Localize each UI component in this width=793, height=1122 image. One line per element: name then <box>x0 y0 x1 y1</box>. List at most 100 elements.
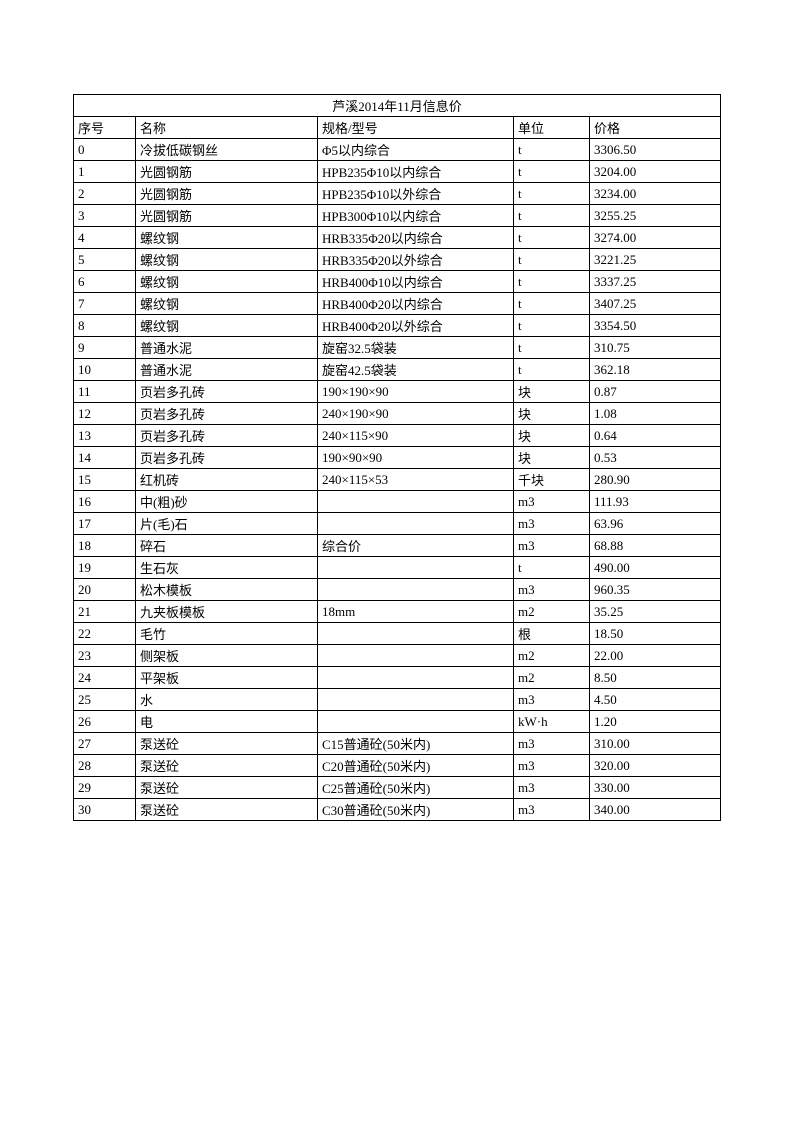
table-header-row: 序号 名称 规格/型号 单位 价格 <box>74 117 721 139</box>
table-cell: m3 <box>514 733 590 755</box>
table-cell: 4.50 <box>590 689 721 711</box>
table-cell: 螺纹钢 <box>136 293 318 315</box>
table-cell: t <box>514 183 590 205</box>
table-cell: 18 <box>74 535 136 557</box>
table-cell: 毛竹 <box>136 623 318 645</box>
table-row: 15红机砖240×115×53千块280.90 <box>74 469 721 491</box>
header-spec: 规格/型号 <box>318 117 514 139</box>
table-cell: 25 <box>74 689 136 711</box>
table-cell: 8 <box>74 315 136 337</box>
table-cell: 310.00 <box>590 733 721 755</box>
header-seq: 序号 <box>74 117 136 139</box>
table-cell: m3 <box>514 513 590 535</box>
table-cell: 3337.25 <box>590 271 721 293</box>
table-cell: m3 <box>514 777 590 799</box>
table-row: 5螺纹钢HRB335Φ20以外综合t3221.25 <box>74 249 721 271</box>
table-cell: 旋窑42.5袋装 <box>318 359 514 381</box>
table-body: 0冷拔低碳钢丝Φ5以内综合t3306.501光圆钢筋HPB235Φ10以内综合t… <box>74 139 721 821</box>
table-cell: m3 <box>514 799 590 821</box>
table-cell: t <box>514 227 590 249</box>
table-cell: 330.00 <box>590 777 721 799</box>
table-cell: 26 <box>74 711 136 733</box>
table-cell: 水 <box>136 689 318 711</box>
table-cell: 12 <box>74 403 136 425</box>
table-cell: 3407.25 <box>590 293 721 315</box>
table-cell: HRB400Φ20以外综合 <box>318 315 514 337</box>
table-row: 24平架板m28.50 <box>74 667 721 689</box>
table-cell: 35.25 <box>590 601 721 623</box>
table-cell: 块 <box>514 447 590 469</box>
table-cell: 14 <box>74 447 136 469</box>
table-cell: 6 <box>74 271 136 293</box>
table-row: 21九夹板模板18mmm235.25 <box>74 601 721 623</box>
table-cell: t <box>514 315 590 337</box>
table-cell: 3 <box>74 205 136 227</box>
table-cell: 17 <box>74 513 136 535</box>
table-cell: HRB400Φ20以内综合 <box>318 293 514 315</box>
table-cell: 9 <box>74 337 136 359</box>
table-cell: 片(毛)石 <box>136 513 318 535</box>
table-cell: t <box>514 161 590 183</box>
table-row: 22毛竹根18.50 <box>74 623 721 645</box>
table-cell: 块 <box>514 381 590 403</box>
table-cell: t <box>514 249 590 271</box>
table-row: 29泵送砼C25普通砼(50米内)m3330.00 <box>74 777 721 799</box>
table-cell: 块 <box>514 425 590 447</box>
table-row: 4螺纹钢HRB335Φ20以内综合t3274.00 <box>74 227 721 249</box>
table-cell: 0 <box>74 139 136 161</box>
table-cell: 3255.25 <box>590 205 721 227</box>
table-row: 11页岩多孔砖190×190×90块0.87 <box>74 381 721 403</box>
table-cell: 中(粗)砂 <box>136 491 318 513</box>
table-row: 25水 m34.50 <box>74 689 721 711</box>
table-cell: t <box>514 139 590 161</box>
table-cell: 页岩多孔砖 <box>136 403 318 425</box>
table-row: 20松木模板m3960.35 <box>74 579 721 601</box>
table-cell: 0.87 <box>590 381 721 403</box>
table-cell <box>318 513 514 535</box>
table-cell: 13 <box>74 425 136 447</box>
table-cell <box>318 579 514 601</box>
table-cell: 3354.50 <box>590 315 721 337</box>
table-title-row: 芦溪2014年11月信息价 <box>74 95 721 117</box>
table-cell: m3 <box>514 689 590 711</box>
table-cell: 28 <box>74 755 136 777</box>
table-cell: 240×115×90 <box>318 425 514 447</box>
table-cell: 平架板 <box>136 667 318 689</box>
table-cell: 泵送砼 <box>136 733 318 755</box>
table-cell: 29 <box>74 777 136 799</box>
table-cell: 310.75 <box>590 337 721 359</box>
table-row: 6螺纹钢HRB400Φ10以内综合t3337.25 <box>74 271 721 293</box>
table-cell: 光圆钢筋 <box>136 161 318 183</box>
table-cell <box>318 491 514 513</box>
table-cell: 泵送砼 <box>136 799 318 821</box>
table-row: 19生石灰t490.00 <box>74 557 721 579</box>
table-cell: 螺纹钢 <box>136 271 318 293</box>
table-row: 7螺纹钢HRB400Φ20以内综合t3407.25 <box>74 293 721 315</box>
table-cell: 5 <box>74 249 136 271</box>
table-cell: 页岩多孔砖 <box>136 381 318 403</box>
table-row: 16中(粗)砂m3111.93 <box>74 491 721 513</box>
table-row: 2光圆钢筋HPB235Φ10以外综合t3234.00 <box>74 183 721 205</box>
table-cell: 23 <box>74 645 136 667</box>
table-cell: 冷拔低碳钢丝 <box>136 139 318 161</box>
table-cell: 24 <box>74 667 136 689</box>
table-cell: 千块 <box>514 469 590 491</box>
table-cell <box>318 689 514 711</box>
table-row: 26电kW·h1.20 <box>74 711 721 733</box>
table-cell: 16 <box>74 491 136 513</box>
table-cell: 22 <box>74 623 136 645</box>
table-cell: t <box>514 271 590 293</box>
header-unit: 单位 <box>514 117 590 139</box>
table-cell: HPB235Φ10以外综合 <box>318 183 514 205</box>
table-cell: 0.64 <box>590 425 721 447</box>
table-cell: t <box>514 557 590 579</box>
table-cell: 18mm <box>318 601 514 623</box>
table-cell: 1 <box>74 161 136 183</box>
table-cell: 240×115×53 <box>318 469 514 491</box>
table-cell: 10 <box>74 359 136 381</box>
table-cell: m3 <box>514 579 590 601</box>
table-cell: 19 <box>74 557 136 579</box>
table-cell: m3 <box>514 755 590 777</box>
table-cell <box>318 645 514 667</box>
table-cell: t <box>514 337 590 359</box>
